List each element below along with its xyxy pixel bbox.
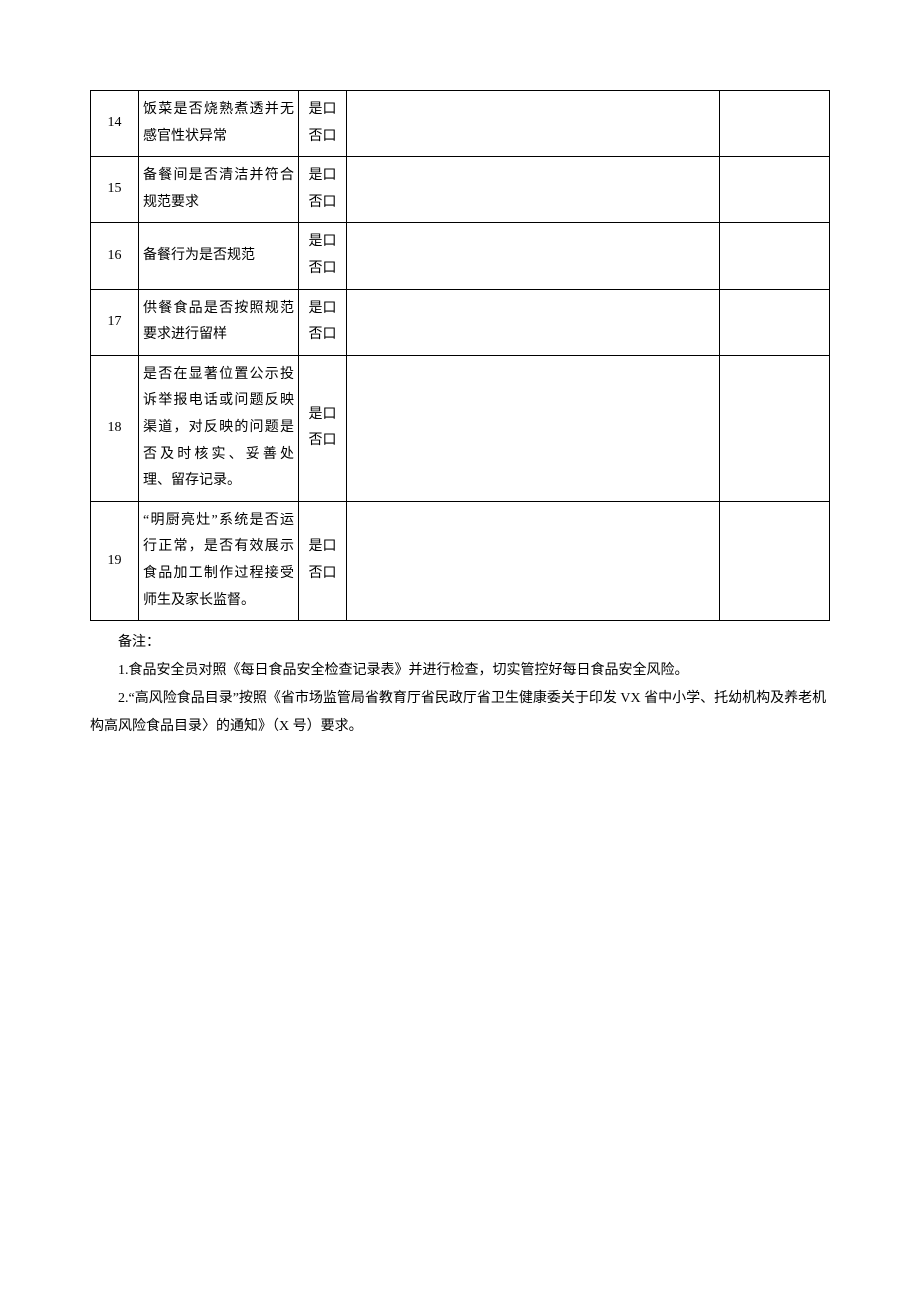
row-blank (347, 289, 720, 355)
row-number: 15 (91, 157, 139, 223)
row-item: “明厨亮灶”系统是否运行正常，是否有效展示食品加工制作过程接受师生及家长监督。 (139, 501, 299, 620)
row-check: 是口否口 (299, 501, 347, 620)
row-blank (347, 223, 720, 289)
row-check: 是口否口 (299, 355, 347, 501)
inspection-table: 14 饭菜是否烧熟煮透并无感官性状异常 是口否口 15 备餐间是否清洁并符合规范… (90, 90, 830, 621)
row-check: 是口否口 (299, 289, 347, 355)
row-number: 16 (91, 223, 139, 289)
table-row: 19 “明厨亮灶”系统是否运行正常，是否有效展示食品加工制作过程接受师生及家长监… (91, 501, 830, 620)
row-item: 备餐间是否清洁并符合规范要求 (139, 157, 299, 223)
row-blank (720, 289, 830, 355)
row-item: 饭菜是否烧熟煮透并无感官性状异常 (139, 91, 299, 157)
table-row: 15 备餐间是否清洁并符合规范要求 是口否口 (91, 157, 830, 223)
row-number: 19 (91, 501, 139, 620)
row-check: 是口否口 (299, 157, 347, 223)
row-check: 是口否口 (299, 223, 347, 289)
row-blank (347, 91, 720, 157)
table-row: 18 是否在显著位置公示投诉举报电话或问题反映渠道，对反映的问题是否及时核实、妥… (91, 355, 830, 501)
row-number: 17 (91, 289, 139, 355)
row-blank (347, 157, 720, 223)
row-blank (720, 501, 830, 620)
row-blank (347, 355, 720, 501)
notes-section: 备注： 1.食品安全员对照《每日食品安全检查记录表》并进行检查，切实管控好每日食… (90, 629, 830, 741)
notes-line: 2.“高风险食品目录”按照《省市场监管局省教育厅省民政厅省卫生健康委关于印发 V… (90, 685, 830, 741)
table-row: 17 供餐食品是否按照规范要求进行留样 是口否口 (91, 289, 830, 355)
row-number: 18 (91, 355, 139, 501)
table-row: 14 饭菜是否烧熟煮透并无感官性状异常 是口否口 (91, 91, 830, 157)
row-item: 备餐行为是否规范 (139, 223, 299, 289)
row-blank (720, 157, 830, 223)
notes-line: 1.食品安全员对照《每日食品安全检查记录表》并进行检查，切实管控好每日食品安全风… (90, 657, 830, 685)
row-number: 14 (91, 91, 139, 157)
row-blank (720, 91, 830, 157)
row-check: 是口否口 (299, 91, 347, 157)
table-row: 16 备餐行为是否规范 是口否口 (91, 223, 830, 289)
notes-header: 备注： (90, 629, 830, 657)
row-blank (720, 355, 830, 501)
row-item: 供餐食品是否按照规范要求进行留样 (139, 289, 299, 355)
row-blank (347, 501, 720, 620)
row-blank (720, 223, 830, 289)
row-item: 是否在显著位置公示投诉举报电话或问题反映渠道，对反映的问题是否及时核实、妥善处理… (139, 355, 299, 501)
